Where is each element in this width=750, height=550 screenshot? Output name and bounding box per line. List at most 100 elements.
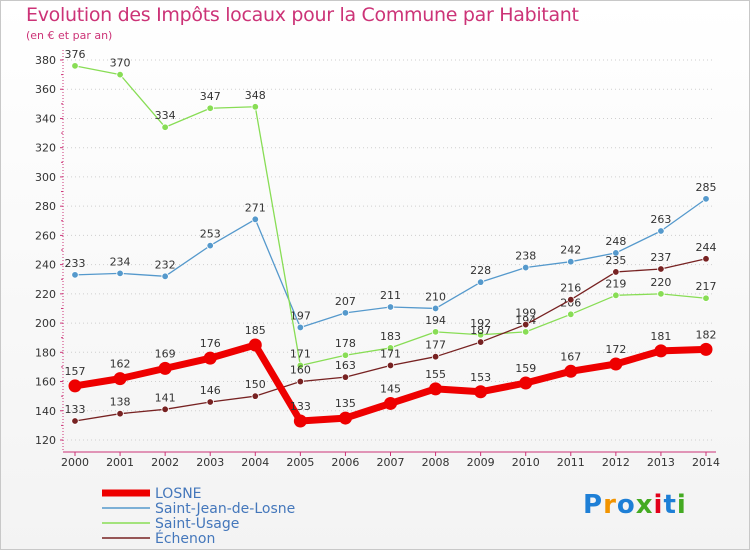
data-label: 159 [515, 362, 536, 375]
data-label: 141 [155, 391, 176, 404]
x-tick-label: 2003 [196, 456, 224, 469]
x-tick-label: 2006 [331, 456, 359, 469]
data-label: 217 [696, 280, 717, 293]
data-label: 199 [515, 307, 536, 320]
data-point [206, 104, 214, 112]
data-label: 211 [380, 289, 401, 302]
data-label: 232 [155, 258, 176, 271]
data-point [116, 269, 124, 278]
data-point [657, 265, 665, 273]
x-tick-label: 2012 [602, 456, 630, 469]
data-label: 194 [515, 314, 536, 327]
data-point [296, 361, 305, 370]
data-label: 271 [245, 201, 266, 214]
data-label: 167 [560, 350, 581, 363]
data-point [702, 294, 710, 302]
data-label: 347 [200, 90, 221, 103]
y-tick-label: 320 [35, 142, 56, 155]
data-point [251, 215, 259, 224]
data-label: 169 [155, 347, 176, 360]
data-point [206, 241, 214, 250]
y-tick-label: 380 [35, 54, 56, 67]
x-tick-label: 2014 [692, 456, 720, 469]
data-label: 155 [425, 368, 446, 381]
data-label: 183 [380, 330, 401, 343]
data-label: 220 [650, 276, 671, 289]
x-tick-label: 2000 [61, 456, 89, 469]
data-point [522, 263, 530, 272]
data-label: 233 [65, 257, 86, 270]
y-tick-label: 140 [35, 405, 56, 418]
data-point [296, 377, 305, 386]
x-tick-label: 2005 [286, 456, 314, 469]
data-label: 133 [65, 403, 86, 416]
data-point [564, 364, 578, 378]
data-point [612, 268, 620, 276]
proxiti-logo: Proxiti [583, 490, 687, 520]
data-label: 244 [696, 241, 717, 254]
data-label: 216 [560, 282, 581, 295]
logo-letter: i [653, 490, 664, 520]
y-tick-label: 180 [35, 346, 56, 359]
data-point [116, 409, 124, 418]
data-point [71, 271, 79, 279]
y-tick-label: 260 [35, 229, 56, 242]
data-point [429, 382, 443, 396]
data-label: 157 [65, 365, 86, 378]
data-label: 135 [335, 397, 356, 410]
data-point [567, 295, 575, 304]
data-point [71, 62, 79, 70]
data-label: 235 [605, 254, 626, 267]
legend: LOSNESaint-Jean-de-LosneSaint-UsageÉchen… [102, 486, 295, 547]
data-point [476, 278, 485, 286]
data-label: 163 [335, 359, 356, 372]
data-point [206, 398, 214, 406]
data-label: 178 [335, 337, 356, 350]
series-losne: 157 162 169 176 185 133 135 145 155 153 159 167 172 1… [65, 324, 717, 428]
data-label: 181 [650, 330, 671, 343]
data-point [384, 396, 397, 410]
data-point [116, 70, 124, 79]
data-label: 172 [605, 343, 626, 356]
data-label: 185 [245, 324, 266, 337]
data-point [293, 414, 307, 428]
data-label: 145 [380, 382, 401, 395]
data-point [341, 309, 350, 317]
data-point [522, 328, 530, 336]
data-point [161, 405, 169, 414]
x-tick-label: 2010 [512, 456, 540, 469]
data-label: 133 [290, 400, 311, 413]
legend-label: LOSNE [155, 486, 202, 502]
x-tick-label: 2004 [241, 456, 269, 469]
data-point [567, 257, 575, 266]
y-tick-label: 200 [35, 317, 56, 330]
logo-letter: r [603, 490, 617, 520]
data-point [161, 123, 169, 131]
data-point [609, 357, 623, 371]
legend-label: Saint-Jean-de-Losne [155, 501, 295, 517]
logo-letter: t [663, 490, 677, 520]
data-label: 182 [696, 328, 717, 341]
logo-letter: x [635, 490, 654, 520]
y-tick-label: 280 [35, 200, 56, 213]
grid: 120 140 160 180 200 220 240 260 280 300 320 340 360 3… [35, 54, 714, 447]
data-label: 171 [380, 347, 401, 360]
data-label: 162 [110, 358, 131, 371]
data-label: 219 [605, 277, 626, 290]
data-point [341, 351, 350, 359]
x-tick-label: 2009 [467, 456, 495, 469]
series-saint-jean-de-losne: 233 234 232 253 271 197 207 211 210 228 238 242 248 2… [65, 181, 717, 332]
data-label: 263 [650, 213, 671, 226]
data-label: 248 [605, 235, 626, 248]
data-point [476, 338, 485, 346]
y-tick-label: 300 [35, 171, 56, 184]
x-tick-label: 2008 [422, 456, 450, 469]
data-point [161, 272, 169, 281]
data-label: 197 [290, 309, 311, 322]
data-label: 171 [290, 347, 311, 360]
y-tick-label: 160 [35, 376, 56, 389]
y-tick-label: 240 [35, 259, 56, 272]
y-tick-label: 340 [35, 112, 56, 125]
data-label: 370 [110, 57, 131, 70]
